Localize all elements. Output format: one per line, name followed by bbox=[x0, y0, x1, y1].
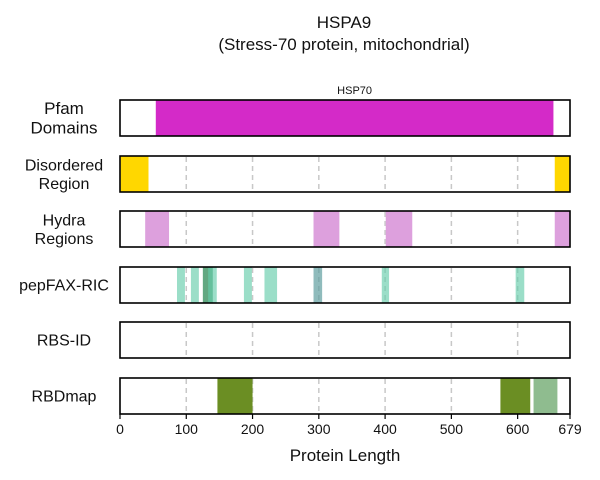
track-3: pepFAX-RIC bbox=[19, 266, 571, 304]
segment-3-4 bbox=[243, 267, 252, 303]
segment-0-0 bbox=[155, 100, 554, 136]
segment-1-1 bbox=[554, 156, 570, 192]
track-label: RBS-ID bbox=[37, 333, 91, 350]
track-frame bbox=[119, 99, 571, 137]
segment-5-0 bbox=[217, 378, 253, 414]
track-5: RBDmap bbox=[32, 377, 571, 415]
segment-2-0 bbox=[145, 211, 170, 247]
segment-2-1 bbox=[313, 211, 340, 247]
segment-5-1 bbox=[500, 378, 531, 414]
segment-3-3 bbox=[208, 267, 217, 303]
x-tick-label: 0 bbox=[116, 421, 124, 437]
track-frame bbox=[119, 266, 571, 304]
track-label: Disordered bbox=[25, 157, 103, 174]
track-1: Disordered Region bbox=[25, 155, 571, 193]
track-label: Hydra bbox=[43, 212, 86, 229]
track-label: Pfam bbox=[44, 99, 84, 118]
segment-3-8 bbox=[515, 267, 525, 303]
track-label: pepFAX-RIC bbox=[19, 278, 109, 295]
x-tick-label: 679 bbox=[558, 421, 582, 437]
x-tick-label: 400 bbox=[373, 421, 397, 437]
track-label: Regions bbox=[35, 231, 94, 248]
track-frame bbox=[119, 210, 571, 248]
track-2: Hydra Regions bbox=[35, 210, 571, 248]
segment-3-5 bbox=[264, 267, 278, 303]
x-tick-label: 200 bbox=[241, 421, 265, 437]
track-label: Domains bbox=[30, 119, 97, 138]
chart-title: HSPA9 bbox=[317, 13, 372, 32]
x-tick-label: 500 bbox=[440, 421, 464, 437]
x-axis-label: Protein Length bbox=[290, 446, 401, 465]
track-label: RBDmap bbox=[32, 389, 97, 406]
x-axis: 0 100 200 300 400 500 600 679 bbox=[116, 414, 582, 437]
segment-3-0 bbox=[176, 267, 185, 303]
segment-5-2 bbox=[533, 378, 558, 414]
x-tick-label: 600 bbox=[506, 421, 530, 437]
segment-1-0 bbox=[120, 156, 149, 192]
segment-3-7 bbox=[381, 267, 390, 303]
track-frame bbox=[119, 321, 571, 359]
segment-3-6 bbox=[313, 267, 323, 303]
chart-subtitle: (Stress-70 protein, mitochondrial) bbox=[218, 35, 469, 54]
track-4: RBS-ID bbox=[37, 321, 571, 359]
x-tick-label: 100 bbox=[175, 421, 199, 437]
segment-2-3 bbox=[554, 211, 570, 247]
segment-2-2 bbox=[385, 211, 413, 247]
segment-label: HSP70 bbox=[337, 85, 372, 97]
track-frame bbox=[119, 155, 571, 193]
segment-3-1 bbox=[190, 267, 199, 303]
segment-3-2 bbox=[202, 267, 213, 303]
track-frame bbox=[119, 377, 571, 415]
track-label: Region bbox=[39, 176, 90, 193]
x-tick-label: 300 bbox=[307, 421, 331, 437]
